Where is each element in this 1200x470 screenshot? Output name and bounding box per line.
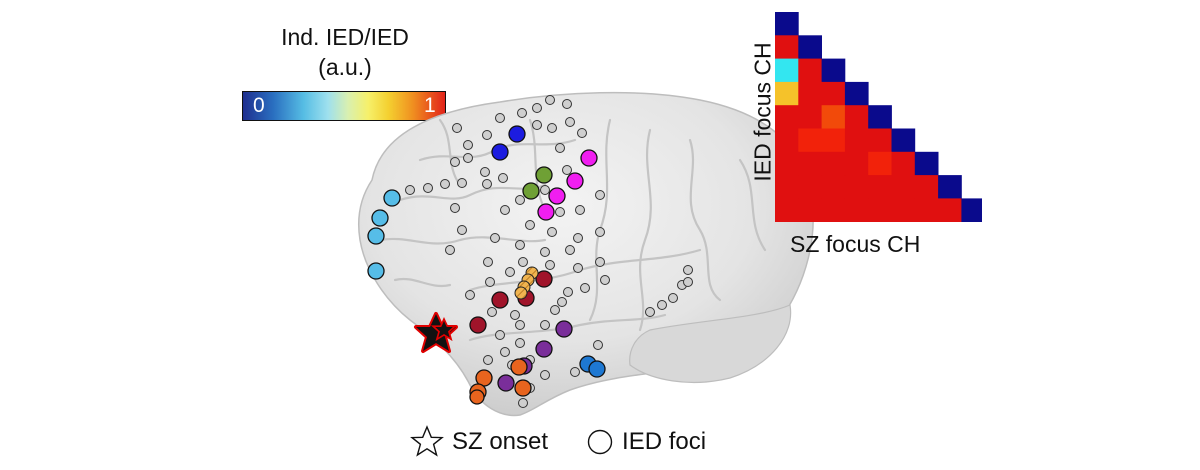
matrix-cell bbox=[844, 151, 869, 176]
colorbar-title: Ind. IED/IED (a.u.) bbox=[240, 22, 450, 82]
matrix-cell bbox=[775, 105, 799, 129]
focus-light-blue bbox=[367, 227, 385, 245]
focus-dark-blue bbox=[508, 125, 526, 143]
matrix-cell bbox=[868, 175, 892, 199]
focus-light-blue bbox=[367, 262, 385, 280]
focus-magenta bbox=[537, 203, 555, 221]
sz-onset-star bbox=[414, 312, 458, 353]
focus-magenta bbox=[580, 149, 598, 167]
focus-light-blue bbox=[371, 209, 389, 227]
matrix-cell bbox=[775, 35, 799, 59]
focus-magenta bbox=[566, 172, 584, 190]
colorbar-title-line1: Ind. IED/IED bbox=[281, 24, 409, 50]
legend-foci-label: IED foci bbox=[622, 428, 707, 455]
focus-orange bbox=[469, 389, 485, 405]
matrix-cell bbox=[798, 128, 822, 153]
small-contacts bbox=[405, 95, 693, 408]
focus-green bbox=[522, 182, 540, 200]
matrix-cell bbox=[821, 105, 846, 129]
matrix-cell bbox=[821, 175, 846, 199]
hatched-strip-contacts bbox=[514, 266, 539, 300]
matrix-diagonal-cell bbox=[961, 198, 982, 222]
matrix-cell bbox=[798, 58, 822, 83]
focus-green bbox=[535, 166, 553, 184]
focus-purple bbox=[497, 374, 515, 392]
legend: SZ onset IED foci bbox=[410, 424, 706, 460]
matrix-x-axis-label: SZ focus CH bbox=[790, 231, 921, 257]
matrix-cell bbox=[821, 128, 846, 153]
matrix-cell bbox=[821, 151, 846, 176]
brain-cerebellum bbox=[629, 304, 792, 383]
focus-purple bbox=[535, 340, 553, 358]
matrix-diagonal-cell bbox=[914, 151, 939, 176]
matrix-cell bbox=[775, 58, 799, 83]
ied-sz-matrix bbox=[775, 12, 982, 222]
matrix-cell bbox=[798, 198, 822, 222]
focus-dark-red bbox=[469, 316, 487, 334]
colorbar-max-label: 1 bbox=[424, 94, 436, 117]
focus-dark-red bbox=[491, 291, 509, 309]
circle-icon bbox=[587, 429, 613, 455]
matrix-cell bbox=[821, 81, 846, 106]
ied-foci bbox=[367, 125, 606, 405]
matrix-cell bbox=[914, 175, 939, 199]
star-icon bbox=[410, 425, 444, 457]
legend-onset-label: SZ onset bbox=[452, 428, 549, 455]
matrix-cell bbox=[891, 175, 916, 199]
matrix-cell bbox=[775, 198, 799, 222]
matrix-cell bbox=[798, 175, 822, 199]
matrix-cell bbox=[891, 198, 916, 222]
matrix-cell bbox=[844, 128, 869, 153]
focus-dark-red bbox=[535, 270, 553, 288]
matrix-diagonal-cell bbox=[868, 105, 892, 129]
matrix-cell bbox=[868, 151, 892, 176]
matrix-cell bbox=[844, 198, 869, 222]
matrix-diagonal-cell bbox=[821, 58, 846, 83]
matrix-cell bbox=[844, 175, 869, 199]
matrix-cell bbox=[798, 151, 822, 176]
matrix-cell bbox=[775, 151, 799, 176]
colorbar-min-label: 0 bbox=[253, 94, 265, 117]
matrix-cell bbox=[868, 128, 892, 153]
focus-magenta bbox=[548, 187, 566, 205]
matrix-diagonal-cell bbox=[891, 128, 916, 153]
matrix-cell bbox=[914, 198, 939, 222]
matrix-cell bbox=[844, 105, 869, 129]
focus-purple bbox=[555, 320, 573, 338]
matrix-cell bbox=[798, 81, 822, 106]
matrix-diagonal-cell bbox=[775, 12, 799, 36]
focus-light-blue bbox=[383, 189, 401, 207]
matrix-diagonal-cell bbox=[844, 81, 869, 106]
matrix-cell bbox=[821, 198, 846, 222]
matrix-y-axis-label-text: IED focus CH bbox=[749, 42, 776, 182]
colorbar bbox=[242, 91, 446, 121]
matrix-diagonal-cell bbox=[938, 175, 962, 199]
matrix-cell bbox=[775, 81, 799, 106]
matrix-cell bbox=[775, 175, 799, 199]
matrix-cell bbox=[798, 105, 822, 129]
colorbar-title-line2: (a.u.) bbox=[318, 54, 372, 80]
matrix-cell bbox=[938, 198, 962, 222]
matrix-cell bbox=[775, 128, 799, 153]
focus-dark-blue bbox=[491, 143, 509, 161]
focus-cobalt bbox=[588, 360, 606, 378]
matrix-cell bbox=[891, 151, 916, 176]
focus-orange bbox=[510, 358, 528, 376]
matrix-cell bbox=[868, 198, 892, 222]
focus-orange bbox=[514, 379, 532, 397]
matrix-diagonal-cell bbox=[798, 35, 822, 59]
